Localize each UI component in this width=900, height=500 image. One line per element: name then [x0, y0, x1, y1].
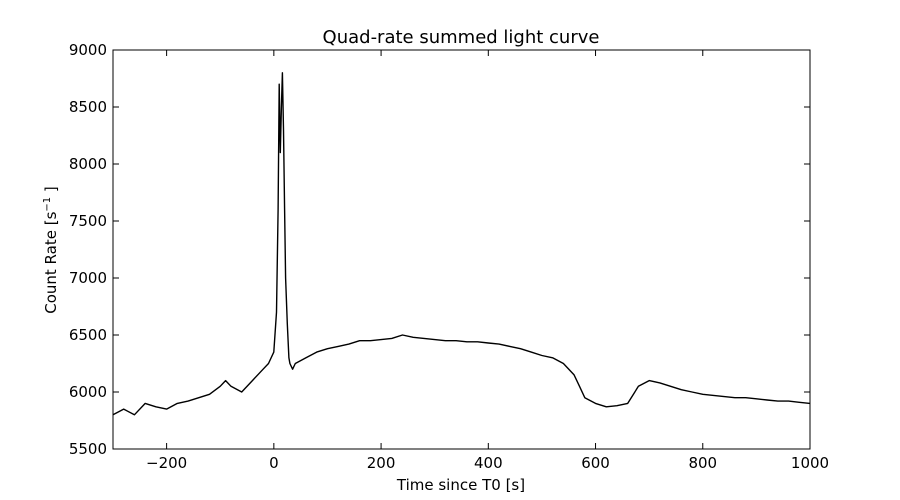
x-tick-label: 1000 [791, 454, 829, 472]
y-tick-label: 7500 [69, 212, 107, 230]
y-tick-label: 8000 [69, 155, 107, 173]
x-tick-label: 0 [269, 454, 279, 472]
y-tick-label: 6000 [69, 383, 107, 401]
y-tick-label: 8500 [69, 98, 107, 116]
x-tick-label: 400 [474, 454, 503, 472]
x-tick-label: 800 [688, 454, 717, 472]
x-tick-label: 200 [367, 454, 396, 472]
y-tick-label: 5500 [69, 440, 107, 458]
data-layer [112, 72, 811, 416]
y-axis-title-superscript: −1 [42, 197, 53, 212]
x-axis-title: Time since T0 [s] [396, 476, 525, 494]
y-axis-title: Count Rate [s−1 ] [42, 186, 60, 314]
y-axis-title-main: Count Rate [s [42, 211, 60, 313]
y-tick-label: 7000 [69, 269, 107, 287]
x-tick-label: 600 [581, 454, 610, 472]
y-tick-label: 9000 [69, 41, 107, 59]
series-line-0 [112, 72, 811, 416]
x-tick-label: −200 [146, 454, 187, 472]
y-axis-title-close: ] [42, 186, 60, 197]
tick-layer: −200 0 200 400 600 800 1000 5500 6000 6500 7000 750… [69, 41, 829, 472]
y-tick-label: 6500 [69, 326, 107, 344]
plot-frame [112, 49, 811, 450]
chart-title: Quad-rate summed light curve [323, 27, 600, 48]
